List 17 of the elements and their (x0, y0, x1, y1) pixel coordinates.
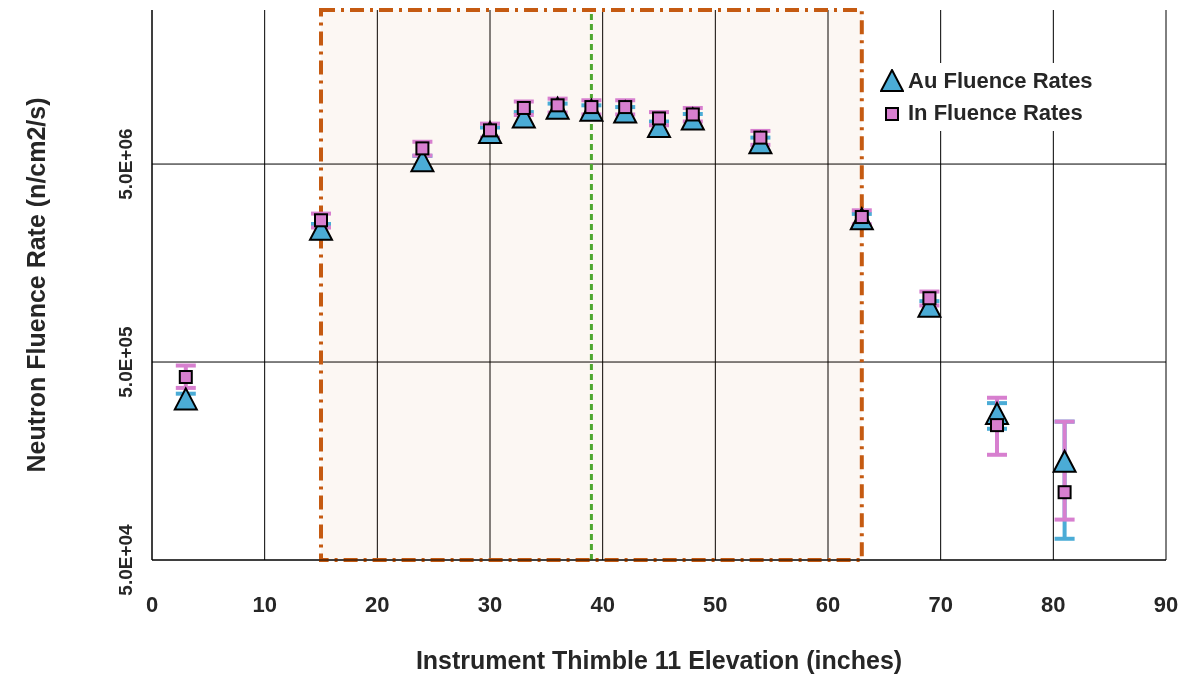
x-tick-label: 30 (477, 591, 503, 617)
x-tick-label: 20 (365, 591, 390, 617)
x-axis-title: Instrument Thimble 11 Elevation (inches) (415, 646, 903, 674)
x-tick-label: 70 (928, 591, 953, 617)
y-tick-label: 5.0E+06 (115, 128, 136, 200)
x-tick-label: 60 (815, 591, 841, 617)
legend-label: In Fluence Rates (908, 100, 1083, 126)
x-tick-label: 80 (1041, 591, 1066, 617)
legend-label: Au Fluence Rates (908, 68, 1093, 94)
x-tick-label: 10 (252, 591, 277, 617)
x-tick-label: 50 (703, 591, 728, 617)
x-tick-label: 90 (1153, 591, 1179, 617)
y-tick-label: 5.0E+05 (115, 325, 136, 398)
y-tick-label: 5.0E+04 (115, 523, 136, 596)
x-tick-label: 0 (145, 591, 159, 617)
y-axis-title: Neutron Fluence Rate (n/cm2/s) (21, 97, 50, 473)
x-tick-label: 40 (590, 591, 615, 617)
